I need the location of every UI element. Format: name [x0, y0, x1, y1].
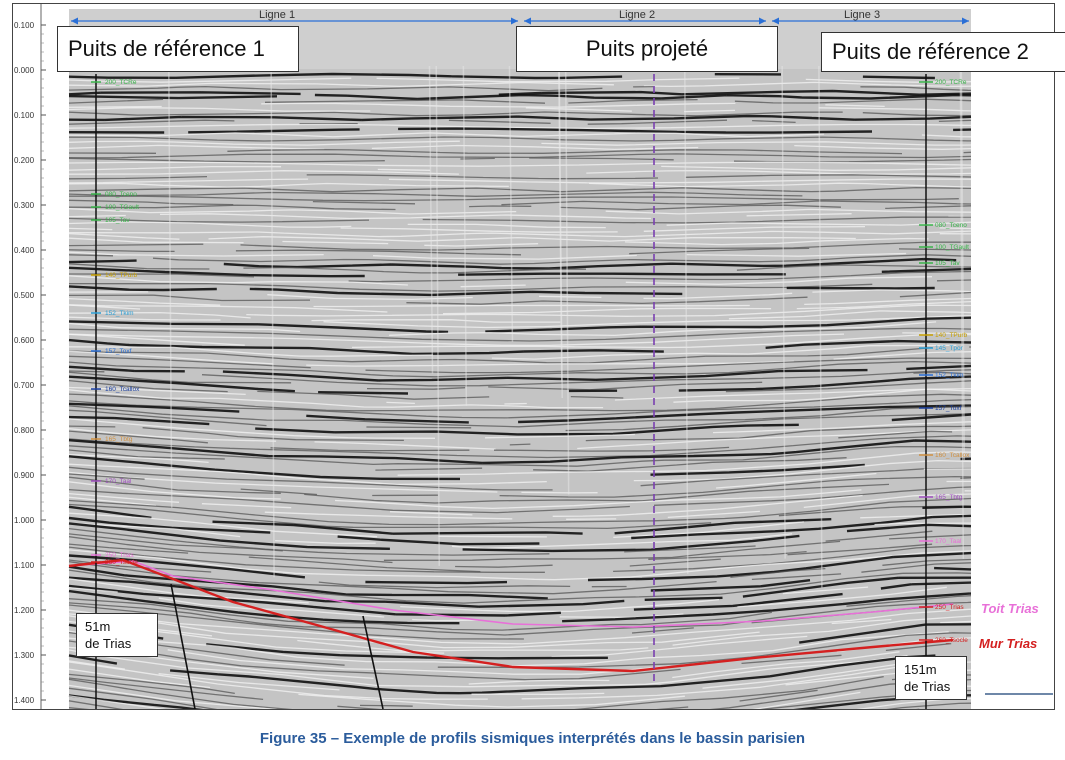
well-marker: 100_TGault: [919, 244, 969, 251]
well-reference-2-label: Puits de référence 2: [821, 32, 1065, 72]
well-marker: 160_Tcallox: [91, 386, 140, 393]
trias-thickness-right: 151m de Trias: [895, 656, 967, 700]
well-marker: 260_Tsocle: [919, 637, 968, 644]
svg-text:105_Tav: 105_Tav: [935, 260, 960, 267]
svg-text:100_TGault: 100_TGault: [105, 204, 139, 211]
well-marker: 100_TGault: [91, 204, 139, 211]
svg-text:250_Trias: 250_Trias: [105, 552, 134, 559]
well-marker: 080_Tceno: [919, 222, 967, 229]
well-marker: 152_Tkim: [919, 372, 964, 379]
well-marker: 152_Tkim: [91, 310, 134, 317]
trias-right-value: 151m: [904, 662, 937, 677]
svg-text:080_Tceno: 080_Tceno: [105, 191, 137, 198]
figure-caption: Figure 35 – Exemple de profils sismiques…: [259, 730, 806, 747]
fault-line: [362, 615, 384, 709]
well-marker: 170_Taal: [91, 478, 132, 485]
time-tick-label: 1.200: [14, 606, 35, 615]
well-marker: 145_Tpor: [919, 345, 964, 352]
line-label-1: Ligne 1: [259, 9, 296, 21]
svg-text:157_Toxf: 157_Toxf: [935, 405, 962, 412]
time-tick-label: 1.100: [14, 561, 35, 570]
well-marker: 080_Tceno: [91, 191, 137, 198]
trias-thickness-left: 51m de Trias: [76, 613, 158, 657]
trias-left-value: 51m: [85, 619, 111, 634]
time-tick-label: 0.100: [14, 21, 35, 30]
time-tick-label: 0.400: [14, 246, 35, 255]
trias-right-unit: de Trias: [904, 679, 951, 694]
svg-text:260_Tsocle: 260_Tsocle: [935, 637, 968, 644]
svg-text:105_Tav: 105_Tav: [105, 217, 130, 224]
line-label-3: Ligne 3: [844, 9, 881, 21]
well-marker: 165_Tbtg: [919, 494, 963, 501]
well-marker: 105_Tav: [91, 217, 130, 224]
time-tick-label: 1.400: [14, 696, 35, 705]
time-axis: 0.100 0.000 0.100 0.200 0.300 0.400 0.500 0.600…: [14, 4, 46, 709]
svg-text:080_Tceno: 080_Tceno: [935, 222, 967, 229]
well-reference-1-label: Puits de référence 1: [57, 26, 299, 72]
reflectors: [68, 65, 972, 709]
well-marker: 250_Trias: [91, 552, 134, 559]
well-marker: 140_TPurb: [91, 272, 138, 279]
seismic-section: 0.100 0.000 0.100 0.200 0.300 0.400 0.500 0.600…: [14, 4, 1053, 709]
toit-trias-label: Toit Trias: [981, 601, 1039, 616]
svg-text:165_Tbtg: 165_Tbtg: [105, 436, 133, 443]
svg-text:140_TPurb: 140_TPurb: [105, 272, 138, 279]
svg-text:200_TCRe: 200_TCRe: [105, 79, 137, 86]
seismic-figure: 0.100 0.000 0.100 0.200 0.300 0.400 0.500 0.600…: [12, 3, 1065, 710]
svg-text:170_Taal: 170_Taal: [105, 478, 132, 485]
svg-text:152_Tkim: 152_Tkim: [105, 310, 134, 317]
well-marker: 200_TCRe: [91, 79, 137, 86]
svg-text:200_TCRe: 200_TCRe: [935, 79, 967, 86]
well-marker: 170_Taal: [919, 538, 962, 545]
well-marker: 250_Trias: [919, 604, 964, 611]
time-tick-label: 0.800: [14, 426, 35, 435]
time-tick-label: 0.200: [14, 156, 35, 165]
well-marker: 260_Tsocle: [91, 559, 138, 566]
well-marker: 105_Tav: [919, 260, 960, 267]
fault-line: [170, 583, 196, 709]
svg-text:100_TGault: 100_TGault: [935, 244, 969, 251]
svg-text:152_Tkim: 152_Tkim: [935, 372, 964, 379]
mur-trias-label: Mur Trias: [979, 636, 1038, 651]
time-tick-label: 1.300: [14, 651, 35, 660]
well-marker: 157_Toxf: [91, 348, 132, 355]
time-tick-label: 0.100: [14, 111, 35, 120]
line-label-2: Ligne 2: [619, 9, 656, 21]
svg-text:165_Tbtg: 165_Tbtg: [935, 494, 963, 501]
time-tick-label: 0.300: [14, 201, 35, 210]
time-tick-label: 0.500: [14, 291, 35, 300]
line-extent-arrows: [71, 17, 969, 25]
time-tick-label: 0.900: [14, 471, 35, 480]
mur-trias-horizon: [68, 558, 954, 673]
time-tick-label: 1.000: [14, 516, 35, 525]
well-marker: 200_TCRe: [919, 79, 967, 86]
well-marker: 157_Toxf: [919, 405, 962, 412]
toit-trias-horizon: [68, 560, 954, 628]
time-tick-label: 0.600: [14, 336, 35, 345]
well-marker: 140_TPurb: [919, 332, 968, 339]
svg-text:157_Toxf: 157_Toxf: [105, 348, 132, 355]
time-tick-label: 0.700: [14, 381, 35, 390]
well-marker: 165_Tbtg: [91, 436, 133, 443]
svg-text:260_Tsocle: 260_Tsocle: [105, 559, 138, 566]
time-tick-label: 0.000: [14, 66, 35, 75]
svg-text:160_Tcallox: 160_Tcallox: [935, 452, 970, 459]
svg-text:140_TPurb: 140_TPurb: [935, 332, 968, 339]
svg-text:160_Tcallox: 160_Tcallox: [105, 386, 140, 393]
projected-well-label: Puits projeté: [516, 26, 778, 72]
well-marker: 160_Tcallox: [919, 452, 970, 459]
trias-left-unit: de Trias: [85, 636, 132, 651]
svg-text:250_Trias: 250_Trias: [935, 604, 964, 611]
svg-text:170_Taal: 170_Taal: [935, 538, 962, 545]
svg-text:145_Tpor: 145_Tpor: [935, 345, 964, 352]
